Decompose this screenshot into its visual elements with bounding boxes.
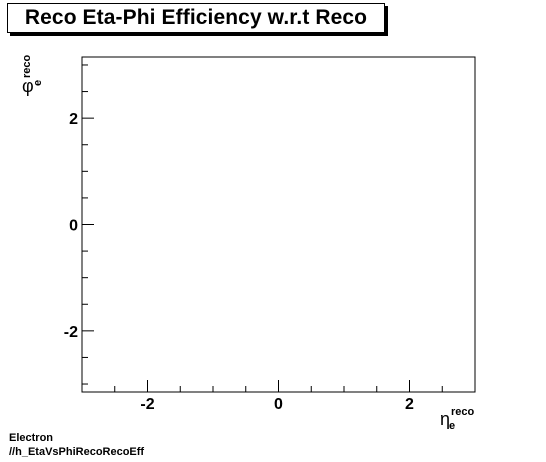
x-axis-subscript: e xyxy=(449,420,455,432)
y-axis-superscript: reco xyxy=(21,54,33,78)
x-axis-label: η reco e xyxy=(440,406,475,432)
footer-source-line: Electron xyxy=(9,432,54,444)
y-axis-label: φ reco e xyxy=(21,54,44,96)
x-tick-label: 0 xyxy=(274,396,283,413)
y-tick-label: 0 xyxy=(69,218,78,235)
x-axis-superscript: reco xyxy=(451,406,475,418)
footer-histogram-path: //h_EtaVsPhiRecoRecoEff xyxy=(9,446,145,458)
x-tick-label: -2 xyxy=(140,396,154,413)
y-axis-symbol: φ xyxy=(22,76,34,96)
chart-title: Reco Eta-Phi Efficiency w.r.t Reco xyxy=(24,6,368,29)
y-tick-label: 2 xyxy=(69,111,78,128)
axis-ticks xyxy=(81,64,476,392)
tick-labels: -2 0 2 -2 0 2 xyxy=(64,111,414,413)
x-tick-label: 2 xyxy=(405,396,414,413)
x-axis-symbol: η xyxy=(440,409,450,429)
y-tick-label: -2 xyxy=(64,324,78,341)
plot-frame xyxy=(81,56,476,393)
title-box: Reco Eta-Phi Efficiency w.r.t Reco xyxy=(7,3,385,33)
y-axis-subscript: e xyxy=(32,80,44,86)
